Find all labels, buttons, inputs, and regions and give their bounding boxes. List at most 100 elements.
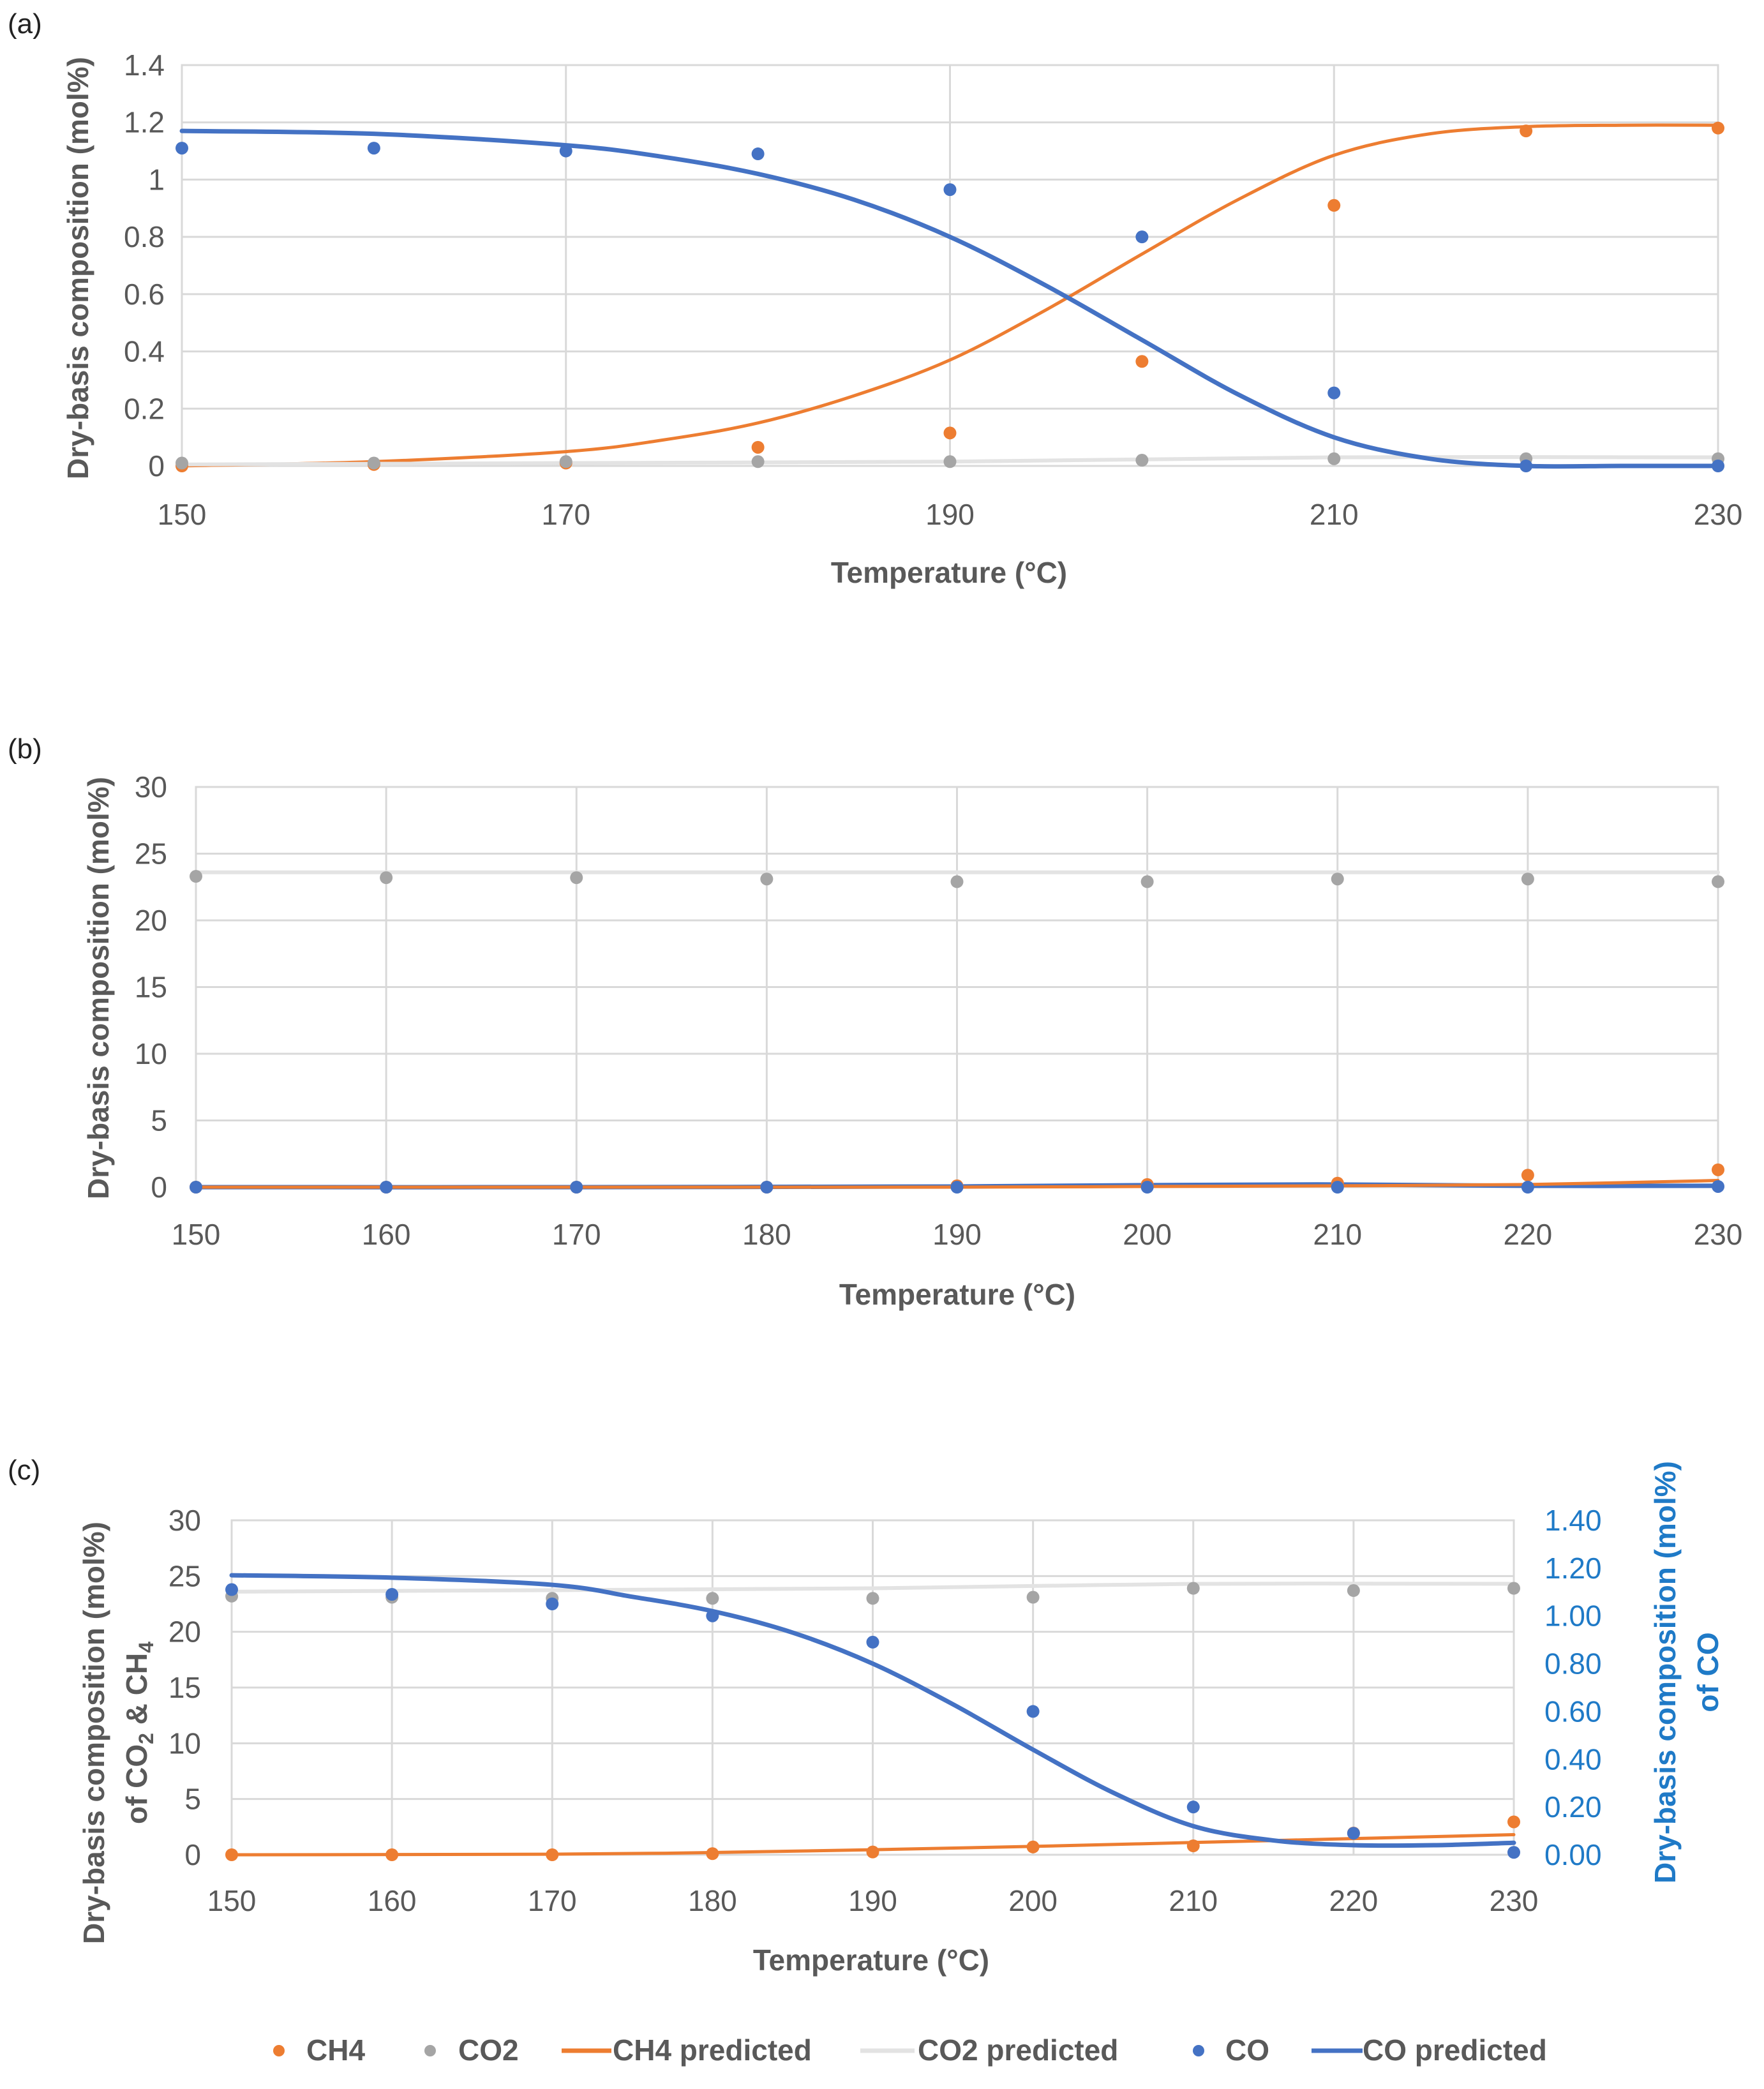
data-point-ch4-c bbox=[385, 1848, 399, 1861]
data-point-co-a bbox=[1712, 460, 1724, 472]
y-axis-title-a: Dry-basis composition (mol%) bbox=[61, 57, 94, 479]
y-tick-label-a: 0.8 bbox=[124, 220, 165, 253]
data-point-ch4-b bbox=[1521, 1169, 1534, 1182]
y-tick-label-a: 1.4 bbox=[124, 49, 165, 82]
y-right-tick-label-c: 0.20 bbox=[1544, 1790, 1602, 1823]
y-axis-title-c-line1: Dry-basis composition (mol%) bbox=[77, 1522, 110, 1944]
data-point-co2-c bbox=[1026, 1591, 1040, 1604]
data-point-co-a bbox=[559, 144, 572, 158]
panel-label-a: (a) bbox=[8, 8, 42, 40]
x-axis-title-a: Temperature (°C) bbox=[831, 556, 1067, 589]
legend-marker-ch4 bbox=[273, 2045, 285, 2056]
data-point-co2-a bbox=[1327, 452, 1341, 465]
y-tick-label-c: 25 bbox=[168, 1559, 201, 1592]
data-point-co-c bbox=[1186, 1801, 1200, 1814]
y-right-tick-label-c: 0.40 bbox=[1544, 1742, 1602, 1776]
y-tick-label-b: 30 bbox=[135, 770, 167, 804]
x-tick-label-b: 200 bbox=[1123, 1218, 1172, 1251]
y-tick-label-b: 25 bbox=[135, 837, 167, 871]
y-tick-label-a: 0.6 bbox=[124, 278, 165, 311]
y-tick-label-b: 0 bbox=[151, 1171, 167, 1204]
data-point-co2-c bbox=[866, 1592, 879, 1605]
y-ticks-c: 0 5 10 15 20 25 30 bbox=[168, 1504, 201, 1871]
x-tick-label-c: 160 bbox=[368, 1884, 417, 1917]
data-point-co2-c bbox=[706, 1592, 719, 1605]
y-tick-label-b: 5 bbox=[151, 1104, 167, 1137]
y-tick-label-a: 1 bbox=[148, 163, 165, 196]
x-tick-label-a: 230 bbox=[1694, 498, 1743, 531]
x-tick-label-c: 190 bbox=[848, 1884, 897, 1917]
data-point-co2-b bbox=[1140, 875, 1154, 888]
data-point-co-a bbox=[943, 183, 957, 197]
y-tick-label-b: 15 bbox=[135, 971, 167, 1004]
data-point-co-a bbox=[1135, 230, 1149, 244]
series-line-ch4-predicted-b bbox=[194, 1179, 1720, 1189]
y-ticks-a: 0 0.2 0.4 0.6 0.8 1 1.2 1.4 bbox=[124, 49, 165, 483]
y-right-tick-label-c: 1.20 bbox=[1544, 1552, 1602, 1585]
y-right-tick-label-c: 0.80 bbox=[1544, 1647, 1602, 1681]
data-point-co2-b bbox=[380, 871, 393, 885]
x-tick-label-c: 230 bbox=[1490, 1884, 1539, 1917]
x-tick-label-b: 160 bbox=[362, 1218, 411, 1251]
x-tick-label-b: 150 bbox=[172, 1218, 221, 1251]
y-tick-label-a: 1.2 bbox=[124, 106, 165, 139]
y-tick-label-c: 5 bbox=[184, 1783, 201, 1816]
data-point-ch4-a bbox=[1135, 355, 1149, 368]
data-point-ch4-a bbox=[1327, 198, 1341, 212]
data-point-ch4-c bbox=[546, 1848, 559, 1861]
legend-marker-co2 bbox=[424, 2045, 436, 2056]
data-point-co2-b bbox=[570, 871, 583, 885]
data-point-co2-a bbox=[1135, 454, 1149, 467]
data-point-co2-c bbox=[1507, 1582, 1520, 1595]
data-point-co2-b bbox=[1331, 872, 1344, 886]
data-point-ch4-c bbox=[1186, 1839, 1200, 1853]
data-point-co2-a bbox=[367, 456, 380, 470]
legend-label-ch4: CH4 bbox=[306, 2033, 365, 2067]
series-line-co-predicted-a bbox=[179, 128, 1721, 469]
y-tick-label-b: 10 bbox=[135, 1037, 167, 1070]
y-tick-label-b: 20 bbox=[135, 904, 167, 937]
data-point-co2-c bbox=[1347, 1584, 1360, 1598]
series-c bbox=[225, 1573, 1520, 1861]
x-tick-label-b: 170 bbox=[552, 1218, 601, 1251]
x-ticks-b: 150 160 170 180 190 200 210 220 230 bbox=[172, 1218, 1743, 1251]
data-point-co2-a bbox=[559, 455, 572, 468]
data-point-co-c bbox=[546, 1598, 559, 1610]
legend-label-co-predicted: CO predicted bbox=[1363, 2033, 1547, 2067]
data-point-co-c bbox=[706, 1609, 719, 1622]
data-point-co2-b bbox=[950, 875, 964, 888]
legend-marker-co bbox=[1193, 2045, 1204, 2056]
series-a bbox=[176, 121, 1724, 472]
x-tick-label-a: 190 bbox=[925, 498, 975, 531]
data-point-ch4-b bbox=[1712, 1163, 1724, 1176]
data-point-co-b bbox=[570, 1181, 583, 1194]
panel-c: (c) 0 5 10 15 20 25 30 0.00 0.20 0.40 0.60 0.80 1.0… bbox=[8, 1455, 1724, 1977]
data-point-co-b bbox=[1331, 1181, 1344, 1194]
y-ticks-right-c: 0.00 0.20 0.40 0.60 0.80 1.00 1.20 1.40 bbox=[1544, 1504, 1602, 1871]
legend-label-ch4-predicted: CH4 predicted bbox=[613, 2033, 812, 2067]
data-point-co-b bbox=[1521, 1181, 1534, 1194]
data-point-co-c bbox=[385, 1588, 399, 1601]
y-tick-label-c: 30 bbox=[168, 1504, 201, 1537]
x-ticks-c: 150 160 170 180 190 200 210 220 230 bbox=[207, 1884, 1539, 1917]
y-ticks-b: 0 5 10 15 20 25 30 bbox=[135, 770, 167, 1204]
data-point-co2-b bbox=[760, 872, 774, 886]
series-line-ch4-predicted-a bbox=[180, 123, 1720, 468]
data-point-co-a bbox=[751, 147, 765, 161]
x-tick-label-a: 210 bbox=[1310, 498, 1359, 531]
data-point-ch4-c bbox=[866, 1845, 879, 1859]
y-tick-label-a: 0 bbox=[148, 449, 165, 483]
data-point-ch4-c bbox=[225, 1848, 238, 1861]
data-point-co-b bbox=[190, 1181, 202, 1194]
data-point-co-c bbox=[1347, 1827, 1360, 1840]
y-right-tick-label-c: 0.00 bbox=[1544, 1838, 1602, 1871]
data-point-ch4-a bbox=[1712, 121, 1724, 135]
y-right-tick-label-c: 1.00 bbox=[1544, 1599, 1602, 1633]
y-tick-label-a: 0.4 bbox=[124, 335, 165, 368]
x-tick-label-b: 190 bbox=[932, 1218, 982, 1251]
data-point-co2-a bbox=[943, 455, 957, 468]
data-point-co2-b bbox=[1712, 875, 1724, 888]
y-tick-label-c: 20 bbox=[168, 1615, 201, 1649]
panel-label-b: (b) bbox=[8, 733, 42, 765]
grid-a bbox=[181, 64, 1719, 467]
